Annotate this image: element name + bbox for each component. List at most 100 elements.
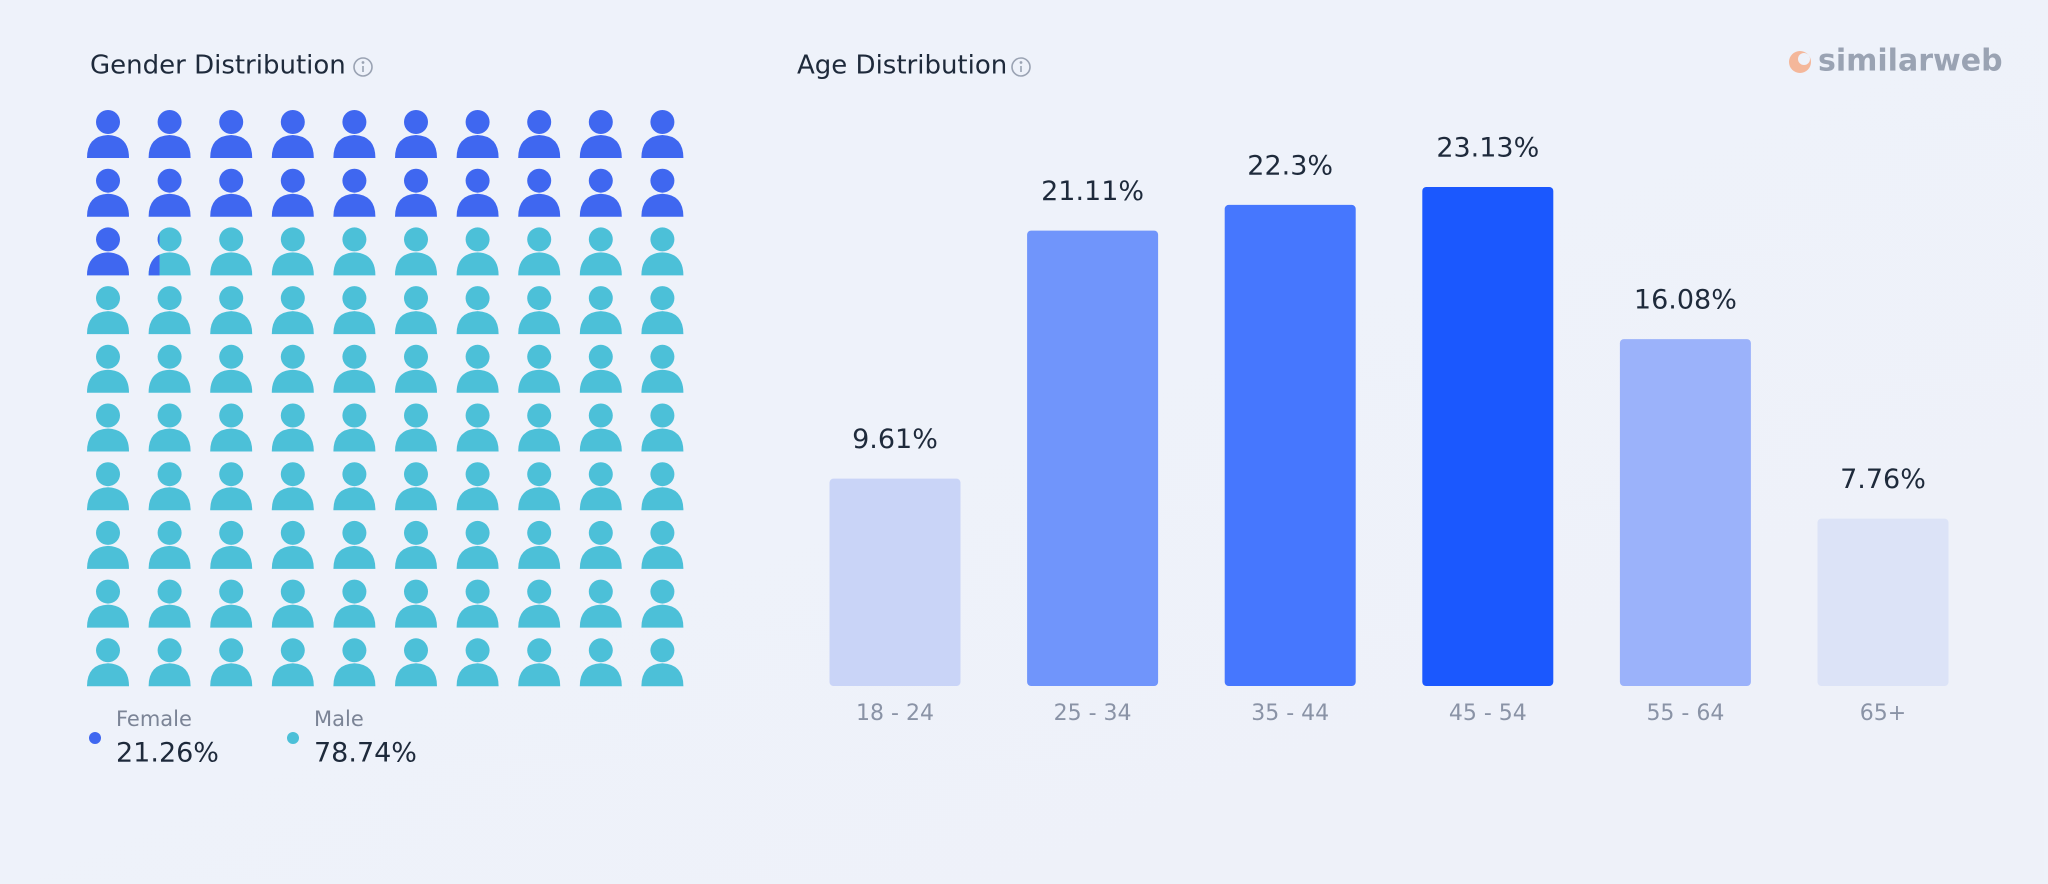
person-icon xyxy=(395,403,437,452)
person-icon xyxy=(333,168,376,217)
info-icon xyxy=(353,57,373,77)
person-head xyxy=(465,110,490,134)
person-icon xyxy=(333,462,376,511)
person-head xyxy=(527,462,552,487)
person-icon-part xyxy=(148,232,160,276)
person-body xyxy=(87,428,129,452)
person-body xyxy=(456,663,499,687)
person-icon xyxy=(641,403,684,452)
person-body xyxy=(148,311,191,335)
person-head xyxy=(465,286,490,311)
person-icon xyxy=(579,403,622,452)
bar xyxy=(1027,230,1159,686)
bar xyxy=(829,478,961,686)
person-head xyxy=(650,462,675,487)
person-icon xyxy=(518,462,561,511)
person-head xyxy=(404,227,428,252)
person-body xyxy=(518,193,561,217)
person-head xyxy=(219,638,244,663)
person-body xyxy=(148,254,160,276)
person-icon xyxy=(87,286,129,335)
person-head xyxy=(219,579,244,604)
person-body xyxy=(210,604,253,628)
person-body xyxy=(333,193,376,217)
person-icon xyxy=(395,286,437,335)
person-icon xyxy=(148,286,191,335)
person-icon xyxy=(271,403,314,452)
person-body xyxy=(518,487,561,511)
x-tick-label: 25 - 34 xyxy=(1054,701,1132,726)
person-body xyxy=(641,663,684,687)
person-head xyxy=(157,462,182,487)
person-icon xyxy=(641,638,684,687)
person-body xyxy=(210,135,253,158)
person-body xyxy=(271,663,314,687)
value-label: 23.13% xyxy=(1436,133,1539,164)
person-icon xyxy=(518,344,561,393)
person-icon xyxy=(271,462,314,511)
person-head xyxy=(650,579,675,604)
person-icon xyxy=(271,227,314,276)
person-body xyxy=(148,545,191,569)
person-icon xyxy=(333,110,376,158)
person-head xyxy=(342,638,367,663)
person-body xyxy=(148,193,191,217)
person-icon xyxy=(641,110,684,158)
person-body xyxy=(333,252,376,276)
person-body xyxy=(210,545,253,569)
person-body xyxy=(395,663,437,687)
person-icon xyxy=(210,579,253,628)
value-label: 22.3% xyxy=(1247,150,1333,181)
person-head xyxy=(96,638,120,663)
person-icon xyxy=(87,168,129,217)
person-icon xyxy=(395,579,437,628)
person-body xyxy=(456,545,499,569)
person-icon xyxy=(148,110,191,158)
person-head xyxy=(96,227,120,252)
person-head xyxy=(157,638,182,663)
person-head xyxy=(527,110,552,134)
person-icon xyxy=(271,286,314,335)
person-head xyxy=(157,520,182,545)
person-head xyxy=(342,286,367,311)
person-body xyxy=(518,311,561,335)
person-head xyxy=(280,168,305,193)
person-icon xyxy=(210,227,253,276)
person-head xyxy=(96,403,120,428)
person-icon xyxy=(395,344,437,393)
person-head xyxy=(404,110,428,134)
person-body xyxy=(271,252,314,276)
person-body xyxy=(641,487,684,511)
person-icon xyxy=(87,638,129,687)
person-body xyxy=(579,604,622,628)
person-head xyxy=(527,227,552,252)
person-head xyxy=(650,168,675,193)
person-icon xyxy=(456,520,499,569)
person-head xyxy=(342,227,367,252)
value-label: 9.61% xyxy=(852,424,938,455)
person-head xyxy=(280,579,305,604)
person-icon xyxy=(87,520,129,569)
x-tick-label: 55 - 64 xyxy=(1646,701,1724,726)
legend-marker xyxy=(89,732,101,744)
person-icon xyxy=(518,638,561,687)
person-body xyxy=(210,311,253,335)
person-body xyxy=(333,604,376,628)
person-body xyxy=(518,369,561,393)
person-head xyxy=(527,403,552,428)
person-body xyxy=(210,487,253,511)
person-body xyxy=(641,311,684,335)
person-body xyxy=(579,545,622,569)
person-icon xyxy=(456,110,499,158)
person-head xyxy=(219,110,244,134)
person-head xyxy=(465,403,490,428)
person-body xyxy=(333,311,376,335)
person-icon xyxy=(395,110,437,158)
person-body xyxy=(579,311,622,335)
person-head xyxy=(527,344,552,369)
person-head xyxy=(96,579,120,604)
person-head xyxy=(157,110,182,134)
person-head xyxy=(465,579,490,604)
